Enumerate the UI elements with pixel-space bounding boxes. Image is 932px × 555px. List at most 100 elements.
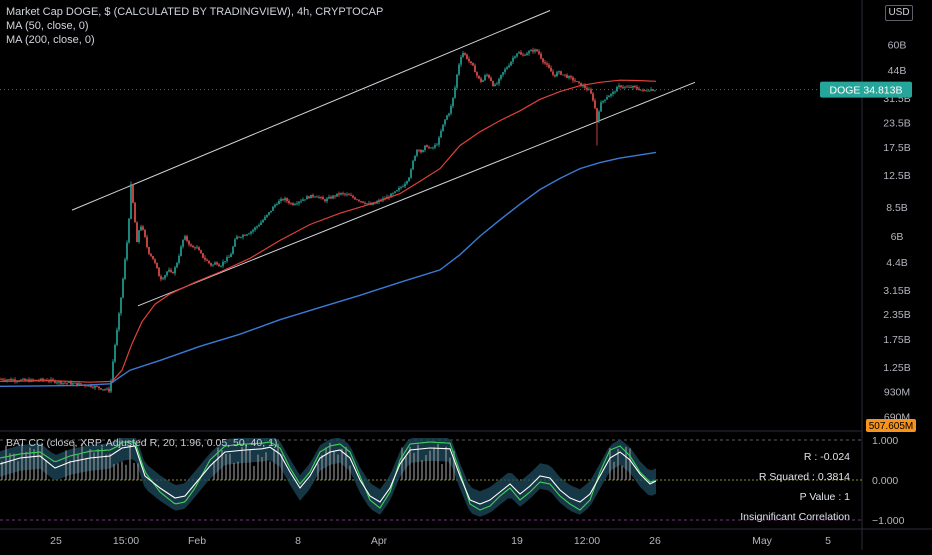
candle-body [128,218,130,243]
ma200-legend[interactable]: MA (200, close, 0) [6,34,95,46]
significance-bar [97,449,99,480]
candle-body [252,229,254,232]
significance-bar [77,454,79,480]
significance-bar [441,463,443,480]
price-axis-label: 8.5B [886,202,908,214]
candle-body [112,361,114,381]
candle-body [494,84,496,87]
candle-body [218,264,220,267]
candle-body [592,93,594,101]
candle-body [616,86,618,92]
candle-body [552,71,554,75]
candle-body [584,85,586,88]
indicator-pane [0,438,862,521]
candle-body [582,85,584,87]
candle-body [248,233,250,235]
significance-bar [241,447,243,480]
significance-bar [329,442,331,480]
candle-body [636,86,638,89]
candle-body [110,380,112,392]
candle-body [330,196,332,199]
candle-body [186,236,188,241]
significance-bar [29,447,31,480]
significance-bar [249,450,251,480]
ma50-legend[interactable]: MA (50, close, 0) [6,20,89,32]
significance-bar [613,461,615,480]
candle-body [360,201,362,202]
currency-button[interactable]: USD [885,5,913,21]
candle-body [300,200,302,202]
candle-body [574,80,576,82]
significance-bar [321,454,323,480]
candle-body [564,74,566,76]
time-axis-label: 26 [649,535,661,547]
candle-body [72,383,74,385]
candle-body [524,55,526,56]
candle-body [620,85,622,88]
candle-body [508,65,510,68]
candle-body [74,382,76,384]
candle-body [476,72,478,76]
candle-body [546,63,548,65]
candle-body [366,203,368,205]
candle-body [116,329,118,345]
significance-bar [129,444,131,480]
candle-body [570,76,572,78]
candle-body [416,149,418,156]
stat-r-squared: R Squared : 0.3814 [758,471,850,483]
candle-body [274,204,276,207]
candle-body [456,74,458,88]
candle-body [434,145,436,148]
candle-body [458,64,460,75]
time-axis-label: Apr [371,535,388,547]
candle-body [424,145,426,151]
time-axis-label: 12:00 [574,535,600,547]
significance-bar [269,461,271,480]
candle-body [216,262,218,265]
candle-body [478,75,480,79]
significance-bar [93,452,95,480]
candle-body [258,224,260,227]
candle-body [638,88,640,90]
candle-body [492,80,494,87]
candle-body [362,201,364,203]
significance-bar [69,460,71,480]
candle-body [250,231,252,234]
candle-body [412,160,414,170]
candle-body [76,382,78,386]
candle-body [318,197,320,198]
candle-body [288,201,290,204]
significance-bar [609,448,611,480]
candle-body [630,86,632,88]
candle-body [364,202,366,204]
candle-body [108,388,110,392]
candle-body [294,204,296,205]
candle-body [224,261,226,262]
candle-body [212,264,214,266]
candle-body [342,193,344,194]
candle-body [126,242,128,260]
candle-body [170,269,172,272]
candle-body [314,196,316,198]
candle-body [590,89,592,94]
candle-body [462,52,464,57]
candle-body [328,196,330,199]
candle-body [540,53,542,59]
candle-body [308,196,310,199]
significance-bar [425,455,427,480]
indicator-legend[interactable]: BAT CC (close, XRP, Adjusted R, 20, 1.96… [6,437,278,449]
candle-body [152,255,154,260]
candle-body [626,86,628,88]
candle-body [442,124,444,131]
candle-body [166,271,168,276]
candle-body [168,269,170,272]
candle-body [90,384,92,387]
symbol-title[interactable]: Market Cap DOGE, $ (CALCULATED BY TRADIN… [6,6,384,18]
candle-body [518,52,520,54]
price-axis-label: 4.4B [886,257,908,269]
candle-body [292,203,294,205]
candle-body [98,386,100,389]
significance-bar [221,450,223,480]
